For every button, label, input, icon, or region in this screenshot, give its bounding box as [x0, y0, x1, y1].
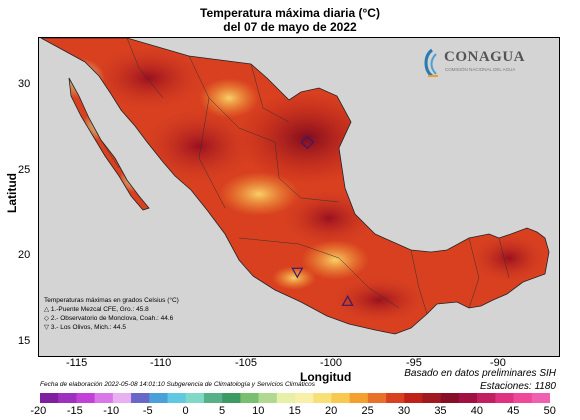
triangle-up-icon: △: [44, 306, 49, 313]
station-legend: Temperaturas máximas en grados Celsius (…: [44, 296, 254, 332]
legend-item: ▽ 3.- Los Olivos, Mich.: 44.5: [44, 323, 254, 332]
station-markers: [291, 135, 354, 306]
colorbar-swatch: [149, 393, 168, 403]
map-title: Temperatura máxima diaria (°C): [200, 6, 380, 20]
colorbar-swatch: [131, 393, 150, 403]
colorbar-swatch: [203, 393, 223, 403]
colorbar-tick: -10: [103, 405, 120, 417]
colorbar-swatch: [112, 393, 132, 403]
colorbar-swatch: [240, 393, 259, 403]
colorbar-tick: 20: [325, 405, 338, 417]
logo-subtitle: COMISIÓN NACIONAL DEL AGUA: [445, 67, 516, 72]
legend-item: △ 1.-Puente Mezcal CFE, Gro.: 45.8: [44, 305, 254, 314]
colorbar: [40, 393, 550, 403]
x-tick: -115: [66, 357, 88, 369]
colorbar-swatch: [404, 393, 423, 403]
country-outline: [40, 38, 550, 335]
colorbar-swatch: [94, 393, 114, 403]
legend-item-text: 2.- Observatorio de Monclova, Coah.: 44.…: [50, 315, 174, 322]
x-tick: -90: [490, 357, 506, 369]
station-marker-diamond: [300, 135, 315, 150]
colorbar-swatch: [167, 393, 187, 403]
stations-note: Estaciones: 1180: [480, 381, 556, 392]
colorbar-tick: 25: [361, 405, 374, 417]
colorbar-tick: 0: [182, 405, 189, 417]
station-marker-triangle-up: [341, 295, 354, 306]
colorbar-tick: -20: [30, 405, 47, 417]
triangle-down-icon: ▽: [44, 324, 49, 331]
colorbar-swatch: [349, 393, 369, 403]
x-tick: -110: [150, 357, 172, 369]
colorbar-swatch: [185, 393, 205, 403]
colorbar-swatch: [495, 393, 514, 403]
colorbar-swatch: [276, 393, 296, 403]
baja-outline: [68, 77, 150, 211]
colorbar-swatch: [222, 393, 241, 403]
map-subtitle: del 07 de mayo de 2022: [223, 20, 357, 34]
colorbar-swatch: [531, 393, 550, 403]
colorbar-swatch: [258, 393, 278, 403]
x-tick: -105: [235, 357, 258, 369]
colorbar-swatch: [440, 393, 460, 403]
colorbar-tick: -15: [66, 405, 83, 417]
diamond-icon: ◇: [44, 315, 49, 322]
colorbar-swatch: [313, 393, 332, 403]
legend-item-text: 1.-Puente Mezcal CFE, Gro.: 45.8: [50, 306, 149, 313]
colorbar-swatch: [40, 393, 59, 403]
y-tick: 15: [18, 335, 31, 347]
y-tick: 30: [18, 78, 31, 90]
station-marker-triangle-down: [291, 267, 304, 279]
logo-name: CONAGUA: [444, 49, 525, 65]
colorbar-tick: 10: [252, 405, 265, 417]
date-note: Fecha de elaboración 2022-05-08 14:01:10…: [40, 381, 315, 388]
colorbar-swatch: [295, 393, 314, 403]
colorbar-swatch: [76, 393, 95, 403]
legend-item: ◇ 2.- Observatorio de Monclova, Coah.: 4…: [44, 314, 254, 323]
y-tick: 25: [18, 164, 31, 176]
colorbar-tick: 30: [397, 405, 411, 417]
colorbar-swatch: [331, 393, 350, 403]
source-note: Basado en datos preliminares SIH: [404, 368, 556, 379]
colorbar-swatch: [367, 393, 387, 403]
y-axis-label: Latitud: [5, 173, 19, 213]
conagua-logo: CONAGUA COMISIÓN NACIONAL DEL AGUA: [418, 46, 546, 82]
colorbar-swatch: [422, 393, 442, 403]
colorbar-tick: 40: [470, 405, 483, 417]
colorbar-tick: 5: [218, 405, 226, 417]
temperature-map: [38, 37, 560, 357]
colorbar-tick: 45: [507, 405, 520, 417]
x-tick: -95: [406, 357, 422, 369]
colorbar-swatch: [386, 393, 405, 403]
state-borders: [100, 38, 510, 315]
colorbar-tick: -5: [142, 405, 153, 417]
legend-item-text: 3.- Los Olivos, Mich.: 44.5: [50, 324, 126, 331]
colorbar-swatch: [477, 393, 496, 403]
colorbar-swatch: [58, 393, 77, 403]
colorbar-tick: 35: [434, 405, 447, 417]
x-axis-label: Longitud: [300, 370, 352, 384]
colorbar-tick: 15: [288, 405, 301, 417]
colorbar-swatch: [513, 393, 533, 403]
legend-heading: Temperaturas máximas en grados Celsius (…: [44, 297, 179, 304]
x-tick: -100: [320, 357, 343, 369]
conagua-emblem-icon: [424, 48, 438, 78]
colorbar-tick: 50: [543, 405, 556, 417]
colorbar-swatch: [458, 393, 478, 403]
y-tick: 20: [18, 249, 31, 261]
